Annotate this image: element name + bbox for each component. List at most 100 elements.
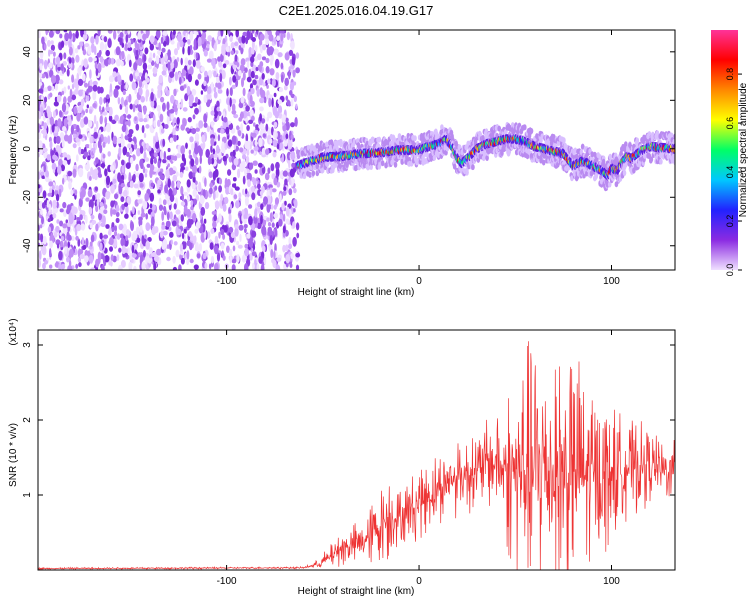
noise-cell	[235, 50, 239, 55]
noise-cell	[291, 56, 296, 66]
noise-cell	[222, 203, 227, 212]
ridge-halo	[329, 139, 334, 146]
noise-cell	[41, 94, 44, 105]
noise-cell	[123, 202, 129, 208]
noise-cell	[282, 190, 287, 196]
noise-cell	[92, 84, 98, 92]
noise-cell	[184, 93, 189, 102]
noise-cell	[235, 30, 239, 38]
noise-cell	[77, 238, 81, 247]
noise-cell	[106, 94, 110, 100]
noise-cell	[234, 224, 239, 229]
noise-cell	[265, 57, 270, 64]
noise-cell	[273, 121, 278, 128]
noise-cell	[60, 235, 65, 241]
noise-cell	[180, 124, 185, 131]
noise-cell	[284, 178, 288, 186]
noise-cell	[124, 106, 128, 114]
noise-cell	[104, 204, 108, 210]
noise-cell	[263, 96, 267, 104]
noise-cell	[113, 88, 119, 98]
noise-cell	[55, 193, 60, 202]
noise-cell	[144, 173, 148, 178]
noise-cell	[190, 199, 194, 207]
noise-cell	[172, 30, 176, 36]
noise-cell	[150, 60, 155, 66]
noise-cell	[267, 94, 273, 99]
noise-cell	[187, 39, 191, 45]
noise-cell	[88, 254, 94, 264]
noise-cell	[255, 66, 259, 72]
noise-cell	[254, 44, 258, 53]
noise-cell	[81, 237, 85, 246]
noise-cell	[171, 155, 175, 161]
noise-cell	[66, 256, 70, 263]
noise-cell	[127, 42, 132, 48]
noise-cell	[211, 210, 217, 216]
noise-cell	[241, 214, 244, 222]
noise-cell	[260, 203, 264, 210]
ridge-halo	[300, 150, 305, 157]
noise-cell	[63, 209, 67, 217]
noise-cell	[163, 40, 167, 47]
noise-cell	[252, 79, 257, 86]
noise-cell	[42, 262, 46, 270]
noise-cell	[49, 187, 53, 195]
noise-cell	[110, 184, 115, 194]
noise-cell	[78, 89, 83, 97]
noise-cell	[185, 127, 190, 132]
noise-cell	[216, 217, 219, 224]
noise-cell	[166, 89, 170, 97]
noise-cell	[54, 96, 58, 102]
noise-cell	[183, 157, 187, 166]
noise-cell	[239, 233, 242, 242]
noise-cell	[276, 142, 280, 150]
noise-cell	[198, 243, 202, 252]
noise-cell	[96, 192, 101, 199]
noise-cell	[62, 61, 67, 66]
noise-cell	[117, 74, 122, 83]
noise-cell	[80, 113, 84, 118]
noise-cell	[231, 109, 237, 115]
noise-cell	[194, 132, 200, 142]
noise-cell	[152, 66, 158, 74]
noise-cell	[135, 99, 139, 105]
noise-cell	[92, 194, 96, 202]
noise-cell	[198, 148, 203, 157]
noise-cell	[39, 49, 44, 60]
noise-cell	[38, 88, 44, 94]
noise-cell	[139, 118, 144, 122]
noise-cell	[290, 122, 295, 128]
noise-cell	[92, 80, 98, 86]
noise-cell	[145, 77, 151, 83]
noise-cell	[288, 188, 293, 196]
noise-cell	[282, 170, 288, 177]
noise-cell	[204, 177, 207, 187]
noise-cell	[214, 168, 219, 178]
noise-cell	[102, 111, 108, 116]
noise-cell	[162, 102, 166, 112]
noise-cell	[163, 208, 167, 216]
noise-cell	[267, 78, 271, 85]
noise-cell	[41, 245, 47, 256]
noise-cell	[53, 231, 58, 238]
noise-cell	[172, 118, 175, 128]
noise-cell	[166, 114, 170, 125]
noise-cell	[38, 140, 43, 149]
noise-cell	[290, 253, 295, 260]
noise-cell	[173, 187, 178, 196]
noise-cell	[49, 92, 53, 98]
noise-cell	[240, 111, 244, 119]
noise-cell	[231, 103, 236, 112]
noise-cell	[92, 90, 97, 101]
noise-cell	[67, 241, 70, 249]
noise-cell	[198, 120, 204, 129]
noise-cell	[254, 259, 257, 266]
noise-cell	[53, 101, 59, 107]
noise-cell	[291, 162, 295, 168]
noise-cell	[232, 245, 236, 252]
noise-cell	[219, 69, 223, 74]
noise-cell	[152, 52, 156, 59]
noise-cell	[71, 94, 77, 101]
noise-cell	[95, 157, 99, 164]
